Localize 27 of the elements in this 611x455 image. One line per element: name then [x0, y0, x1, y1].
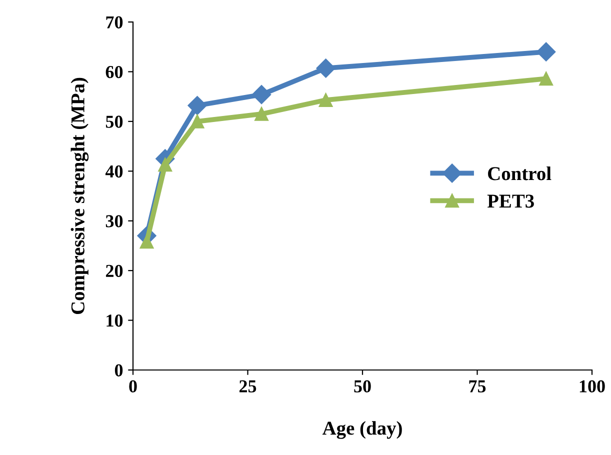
x-tick-label: 100	[580, 380, 605, 392]
y-tick-label: 20	[106, 264, 123, 278]
y-tick-label: 40	[105, 165, 123, 178]
point	[140, 234, 154, 249]
point	[536, 42, 556, 62]
y-tick-label: 70	[106, 16, 123, 28]
point	[316, 58, 336, 78]
x-tick-label: 0	[129, 380, 137, 392]
point	[254, 107, 268, 121]
x-tick-label: 75	[469, 380, 486, 392]
point	[318, 93, 333, 107]
point	[190, 114, 204, 128]
y-tick-label: 30	[106, 215, 123, 228]
legend-label: PET3	[487, 194, 534, 208]
x-axis-title: Age (day)	[322, 421, 402, 439]
legend-label: Control	[488, 166, 552, 180]
point	[158, 158, 172, 172]
y-axis-title: Compressive strenght (MPa)	[70, 78, 89, 314]
point	[539, 72, 554, 86]
y-tick-label: 50	[106, 116, 123, 128]
y-tick-label: 10	[106, 314, 123, 327]
x-tick-label: 50	[354, 380, 371, 392]
y-tick-label: 60	[106, 66, 123, 78]
y-tick-label: 0	[114, 364, 123, 376]
x-tick-label: 25	[239, 380, 256, 392]
point	[252, 85, 272, 104]
point	[188, 96, 207, 116]
